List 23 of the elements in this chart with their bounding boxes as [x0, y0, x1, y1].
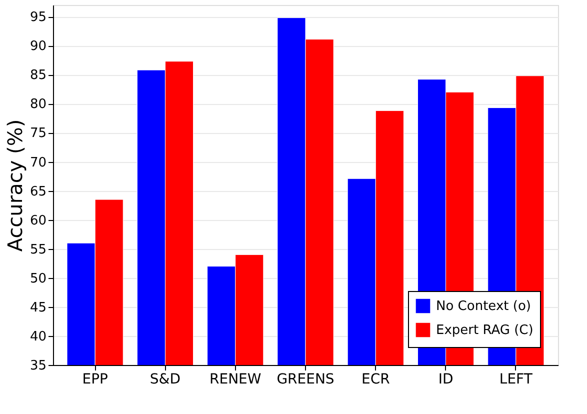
y-tick-label: 95 — [30, 10, 46, 26]
y-tick-label: 65 — [30, 184, 46, 200]
x-tick-label: ID — [438, 372, 454, 388]
y-tick-label: 85 — [30, 68, 46, 84]
x-tick-label: S&D — [150, 372, 181, 388]
x-tick-label: LEFT — [499, 372, 533, 388]
y-tick-label: 35 — [30, 358, 46, 374]
y-tick-label: 70 — [30, 155, 46, 170]
legend-label: No Context (o) — [436, 299, 531, 314]
y-axis-title: Accuracy (%) — [2, 119, 27, 252]
x-tick-label: ECR — [361, 372, 390, 388]
y-tick-label: 90 — [30, 39, 46, 54]
y-tick-label: 50 — [30, 271, 46, 286]
y-tick-label: 80 — [30, 97, 46, 112]
y-tick-label: 55 — [30, 242, 46, 258]
x-tick-label: RENEW — [209, 372, 262, 388]
legend-label: Expert RAG (C) — [436, 323, 534, 338]
x-tick-label: EPP — [82, 372, 108, 388]
y-tick-label: 60 — [30, 213, 46, 228]
y-tick-label: 40 — [30, 329, 46, 344]
y-tick-label: 75 — [30, 126, 46, 142]
y-tick-label: 45 — [30, 300, 46, 316]
x-tick-label: GREENS — [276, 372, 334, 388]
